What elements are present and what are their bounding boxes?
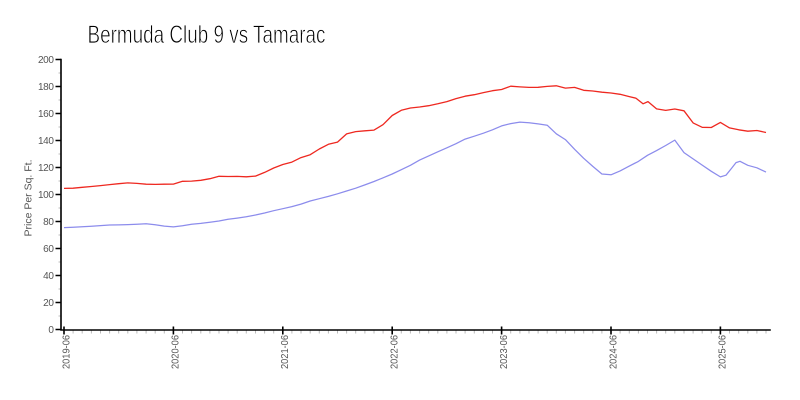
svg-text:200: 200	[38, 55, 54, 66]
svg-text:40: 40	[43, 271, 54, 282]
svg-text:180: 180	[38, 82, 54, 93]
svg-text:2021-06: 2021-06	[280, 335, 291, 369]
svg-text:Bermuda Club 9 vs Tamarac: Bermuda Club 9 vs Tamarac	[88, 21, 326, 49]
svg-text:2023-06: 2023-06	[499, 335, 510, 369]
svg-text:2020-06: 2020-06	[171, 335, 182, 369]
svg-text:2022-06: 2022-06	[390, 335, 401, 369]
svg-text:60: 60	[43, 244, 54, 255]
svg-text:140: 140	[38, 136, 54, 147]
svg-text:2025-06: 2025-06	[718, 335, 729, 369]
svg-text:80: 80	[43, 217, 54, 228]
svg-text:2019-06: 2019-06	[61, 335, 72, 369]
svg-text:120: 120	[38, 163, 54, 174]
svg-text:0: 0	[48, 325, 54, 336]
svg-text:2024-06: 2024-06	[608, 335, 619, 369]
svg-text:Price Per Sq. Ft.: Price Per Sq. Ft.	[23, 159, 35, 236]
svg-text:20: 20	[43, 298, 54, 309]
svg-text:100: 100	[38, 190, 54, 201]
svg-text:160: 160	[38, 109, 54, 120]
